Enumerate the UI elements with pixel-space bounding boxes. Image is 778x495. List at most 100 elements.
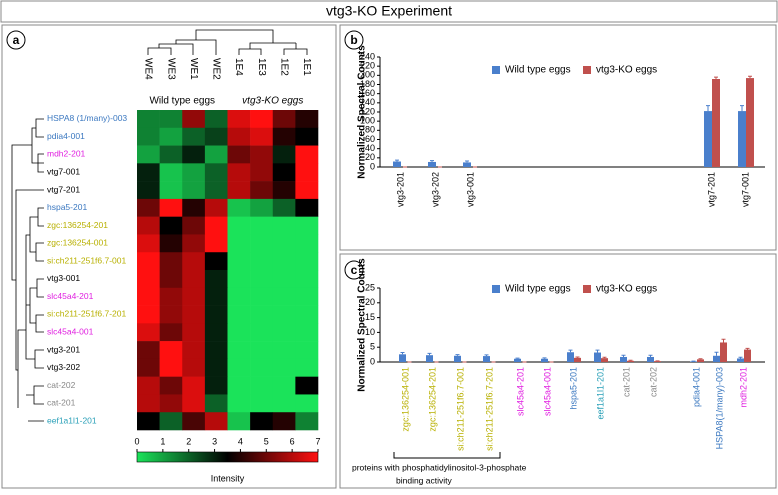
heatmap-cell (250, 323, 273, 341)
heatmap-cell (137, 288, 160, 306)
heatmap-cell (182, 252, 205, 270)
bar (399, 354, 406, 362)
column-group-label: vtg3-KO eggs (242, 96, 303, 107)
heatmap-cell (250, 306, 273, 324)
heatmap-cell (273, 394, 296, 412)
heatmap-cell (137, 146, 160, 164)
bar (601, 358, 608, 362)
heatmap-cell (160, 288, 183, 306)
heatmap-cell (137, 394, 160, 412)
column-label: 1E1 (301, 58, 312, 76)
heatmap-cell (182, 199, 205, 217)
heatmap-cell (137, 199, 160, 217)
heatmap-cell (205, 110, 228, 128)
column-label: WE4 (143, 58, 154, 80)
heatmap-cell (137, 110, 160, 128)
bar (746, 78, 754, 167)
x-tick-label: si:ch211-251f6.7-201 (484, 367, 494, 451)
heatmap-cell (137, 217, 160, 235)
heatmap-cell (228, 199, 251, 217)
bar (647, 357, 654, 362)
error-bar (543, 358, 547, 359)
heatmap-cell (160, 163, 183, 181)
heatmap-cell (160, 359, 183, 377)
x-tick-label: si:ch211-251f6.7-001 (455, 367, 465, 451)
heatmap-cell (250, 199, 273, 217)
bar (744, 350, 751, 362)
error-bar (622, 355, 626, 357)
colorbar-tick-label: 7 (315, 436, 320, 446)
heatmap-cell (273, 359, 296, 377)
heatmap-cell (273, 217, 296, 235)
y-tick-label: 5 (370, 342, 375, 352)
heatmap-cell (250, 377, 273, 395)
heatmap-cell (182, 341, 205, 359)
y-tick-label: 0 (370, 356, 375, 366)
heatmap-cell (295, 163, 318, 181)
error-bar (739, 357, 743, 358)
heatmap-cell (250, 217, 273, 235)
error-bar (596, 350, 600, 352)
heatmap-cell (182, 128, 205, 146)
heatmap-cell (205, 323, 228, 341)
error-bar (746, 348, 750, 349)
heatmap-cell (228, 359, 251, 377)
heatmap-cell (160, 306, 183, 324)
column-label: WE1 (188, 58, 199, 80)
heatmap-cell (295, 377, 318, 395)
legend-label: vtg3-KO eggs (596, 284, 657, 295)
row-label: zgc:136254-201 (47, 220, 108, 230)
heatmap-cell (182, 306, 205, 324)
colorbar (137, 452, 318, 462)
heatmap-cell (205, 163, 228, 181)
heatmap-cell (250, 181, 273, 199)
figure-title: vtg3-KO Experiment (326, 3, 452, 19)
heatmap-cell (137, 270, 160, 288)
row-label: pdia4-001 (47, 131, 85, 141)
heatmap-cell (205, 199, 228, 217)
x-tick-label: eef1a1l1-201 (595, 367, 605, 420)
heatmap-cell (137, 412, 160, 430)
heatmap-cell (160, 110, 183, 128)
row-label: slc45a4-201 (47, 291, 94, 301)
x-tick-label: vtg7-001 (740, 172, 750, 207)
y-tick-label: 0 (370, 161, 375, 171)
x-tick-label: vtg7-201 (706, 172, 716, 207)
x-tick-label: HSPA8(1/many)-003 (714, 367, 724, 449)
heatmap-cell (205, 377, 228, 395)
heatmap-cell (295, 394, 318, 412)
column-label: 1E2 (278, 58, 289, 76)
row-label: eef1a1l1-201 (47, 415, 97, 425)
row-label: vtg3-001 (47, 273, 80, 283)
heatmap-cell (228, 270, 251, 288)
heatmap-cell (295, 110, 318, 128)
heatmap-cell (273, 270, 296, 288)
heatmap-cell (228, 163, 251, 181)
heatmap-cell (228, 234, 251, 252)
heatmap-cell (205, 252, 228, 270)
error-bar (629, 360, 633, 361)
error-bar (603, 357, 607, 358)
heatmap-cell (137, 163, 160, 181)
error-bar (430, 161, 434, 162)
y-axis-label: Normalized Spectral Counts (357, 45, 368, 179)
heatmap-cell (228, 377, 251, 395)
error-bar (722, 339, 726, 342)
heatmap-cell (295, 181, 318, 199)
heatmap-cell (182, 359, 205, 377)
error-bar (395, 160, 399, 161)
heatmap-cell (182, 234, 205, 252)
bar (712, 79, 720, 167)
x-tick-label: slc45a4-001 (542, 367, 552, 416)
legend-swatch (492, 285, 500, 293)
column-group-label: Wild type eggs (149, 96, 215, 107)
error-bar (699, 359, 703, 360)
x-tick-label: cat-202 (648, 367, 658, 397)
panel-letter: a (13, 33, 20, 47)
heatmap-cell (182, 163, 205, 181)
heatmap-cell (273, 377, 296, 395)
heatmap-cell (273, 181, 296, 199)
error-bar (465, 161, 469, 162)
heatmap-cell (228, 146, 251, 164)
row-label: mdh2-201 (47, 149, 86, 159)
